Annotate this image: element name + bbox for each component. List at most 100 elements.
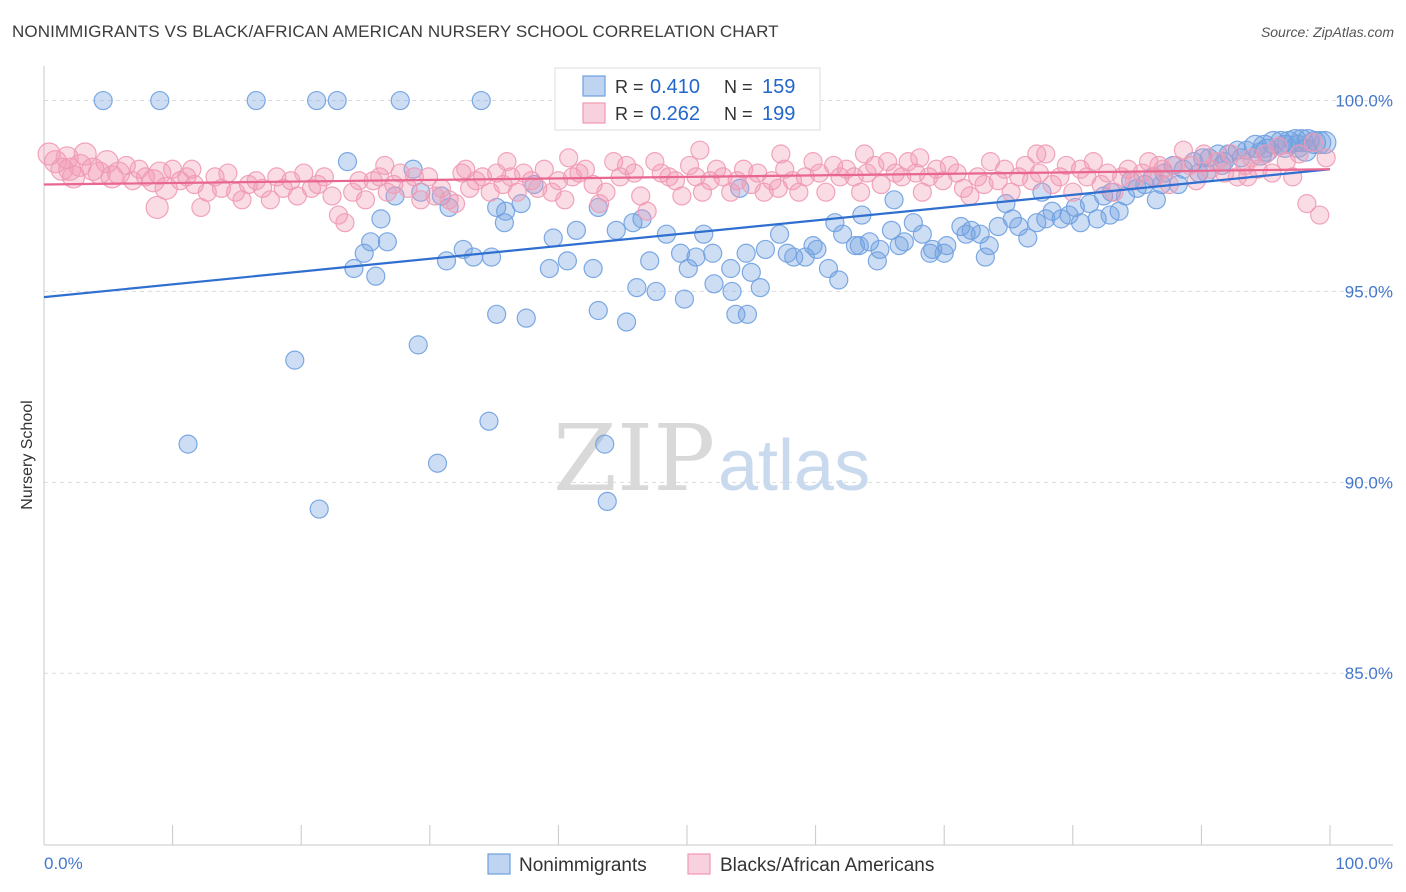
blacks-point-100 <box>721 182 741 202</box>
nonimmigrants-point-24 <box>722 281 742 302</box>
blacks-point-160 <box>1132 163 1152 183</box>
series-legend-swatch-blacks <box>687 853 711 875</box>
nonimmigrants-point-67 <box>807 239 827 260</box>
nonimmigrants-point-63 <box>755 239 776 260</box>
blacks-point-188 <box>58 157 82 181</box>
nonimmigrants-point-47 <box>557 251 578 271</box>
stats-legend-n-label-blacks: N = <box>724 104 753 124</box>
nonimmigrants-point-88 <box>1065 197 1085 218</box>
axes <box>43 66 1393 846</box>
nonimmigrants-point-140 <box>777 243 797 263</box>
stats-legend-swatch-nonimmigrants <box>582 75 606 97</box>
blacks-point-112 <box>803 152 823 172</box>
stats-legend-r-value-blacks: 0.262 <box>650 103 700 125</box>
stats-legend-n-value-blacks: 199 <box>762 103 795 125</box>
blacks-point-69 <box>507 182 527 202</box>
blacks-point-114 <box>816 182 836 202</box>
blacks-point-176 <box>1241 148 1262 168</box>
nonimmigrants-point-45 <box>543 228 563 248</box>
blacks-point-43 <box>328 205 349 225</box>
nonimmigrants-trend-line <box>43 168 1331 299</box>
blacks-point-120 <box>857 163 877 183</box>
nonimmigrants-point-146 <box>920 243 940 263</box>
blacks-point-123 <box>878 152 898 172</box>
blacks-point-31 <box>246 171 266 191</box>
blacks-point-170 <box>1200 159 1221 179</box>
watermark-atlas: atlas <box>718 426 870 506</box>
blacks-point-198 <box>910 148 930 168</box>
blacks-point-42 <box>322 186 342 206</box>
nonimmigrants-point-0 <box>93 90 113 111</box>
y-tick-label-2: 90.0% <box>1345 473 1393 492</box>
nonimmigrants-point-152 <box>1100 205 1120 225</box>
y-tick-label-1: 95.0% <box>1345 282 1393 301</box>
nonimmigrants-point-31 <box>371 209 391 229</box>
source-label: Source: ZipAtlas.com <box>1260 24 1394 40</box>
nonimmigrants-point-147 <box>956 224 976 244</box>
nonimmigrants-point-143 <box>849 236 869 256</box>
nonimmigrants-point-55 <box>670 243 691 263</box>
blacks-point-10 <box>100 165 124 189</box>
nonimmigrants-point-49 <box>583 258 603 279</box>
series-legend-label-nonimmigrants: Nonimmigrants <box>519 855 647 876</box>
series-legend-swatch-nonimmigrants <box>487 853 511 875</box>
y-tick-labels: 100.0% 95.0% 90.0% 85.0% <box>1335 92 1393 684</box>
nonimmigrants-point-141 <box>803 236 823 256</box>
stats-legend-swatch-blacks <box>582 102 606 124</box>
series-legend-label-blacks: Blacks/African Americans <box>720 855 934 876</box>
nonimmigrants-point-12 <box>408 335 428 355</box>
stats-legend-n-value-nonimmigrants: 159 <box>762 76 795 98</box>
blacks-point-54 <box>404 167 424 187</box>
blacks-point-117 <box>836 159 857 179</box>
blacks-point-126 <box>898 152 918 172</box>
blacks-point-185 <box>1303 132 1323 153</box>
nonimmigrants-point-73 <box>881 220 902 240</box>
blacks-point-50 <box>377 182 397 202</box>
blacks-point-190 <box>182 159 202 179</box>
nonimmigrants-point-56 <box>678 258 698 279</box>
nonimmigrants-point-120 <box>934 243 954 263</box>
blacks-point-139 <box>988 171 1008 191</box>
blacks-point-183 <box>1289 144 1309 164</box>
blacks-point-15 <box>135 167 156 187</box>
stats-legend-r-label-nonimmigrants: R = <box>615 77 644 97</box>
blacks-point-14 <box>129 159 149 179</box>
blacks-point-153 <box>1083 152 1103 172</box>
blacks-point-96 <box>692 182 713 202</box>
series-legend: Nonimmigrants Blacks/African Americans <box>487 853 934 876</box>
blacks-point-189 <box>145 195 169 220</box>
blacks-trend-line <box>43 168 1331 186</box>
stats-legend-n-label-nonimmigrants: N = <box>724 77 753 97</box>
nonimmigrants-point-76 <box>912 224 932 244</box>
nonimmigrants-point-136 <box>606 220 626 240</box>
nonimmigrants-point-62 <box>741 262 761 282</box>
nonimmigrants-point-5 <box>390 90 410 111</box>
nonimmigrants-point-156 <box>1248 142 1273 166</box>
nonimmigrants-point-29 <box>354 243 374 263</box>
nonimmigrants-point-150 <box>1036 209 1056 229</box>
nonimmigrants-point-18 <box>516 308 536 328</box>
blacks-point-192 <box>456 159 476 179</box>
blacks-point-150 <box>1063 182 1083 202</box>
y-tick-label-3: 85.0% <box>1345 664 1393 683</box>
blacks-point-71 <box>521 171 541 191</box>
blacks-point-86 <box>624 163 644 183</box>
blacks-point-47 <box>355 190 376 210</box>
nonimmigrants-point-144 <box>867 251 887 271</box>
blacks-point-186 <box>1310 205 1330 225</box>
blacks-point-134 <box>953 178 974 198</box>
chart-title: NONIMMIGRANTS VS BLACK/AFRICAN AMERICAN … <box>12 22 779 41</box>
blacks-point-108 <box>775 159 795 179</box>
nonimmigrants-point-122 <box>996 194 1016 214</box>
blacks-point-27 <box>218 163 238 183</box>
nonimmigrants-point-10 <box>285 350 305 370</box>
blacks-point-94 <box>679 155 700 176</box>
nonimmigrants-point-16 <box>597 491 617 512</box>
blacks-point-55 <box>411 190 431 210</box>
x-tick-label-right: 100.0% <box>1335 854 1393 873</box>
nonimmigrants-point-74 <box>889 236 909 256</box>
nonimmigrants-point-23 <box>726 304 746 324</box>
nonimmigrants-point-153 <box>1146 190 1166 210</box>
blacks-point-193 <box>497 152 517 172</box>
nonimmigrants-point-43 <box>511 194 531 214</box>
